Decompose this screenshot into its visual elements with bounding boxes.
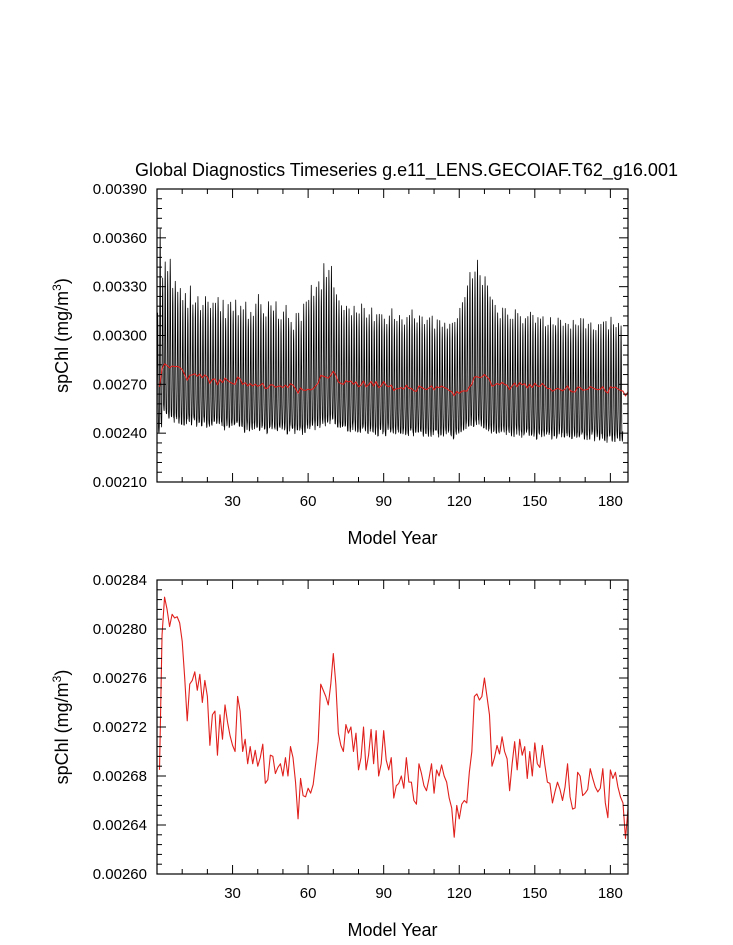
- panel-1-y-axis-label-sup: 3: [50, 284, 64, 291]
- panel-1-y-tick-label: 0.00360: [93, 230, 147, 247]
- panel-2-y-tick-label: 0.00268: [93, 768, 147, 785]
- panel-1-x-tick-label: 150: [522, 493, 547, 510]
- panel-2-x-tick-label: 90: [375, 885, 392, 902]
- panel-2-y-axis-label-text: spChl (mg/m: [52, 682, 72, 784]
- panel-2-annual-mean-series-line: [158, 596, 628, 840]
- panel-2: 30 60 90 120 150 180 0.00260 0.00264 0.00268 0.00…: [50, 572, 629, 940]
- panel-1-monthly-series-line: [157, 227, 624, 443]
- panel-2-x-tick-label: 30: [224, 885, 241, 902]
- panel-1-plot-area: [157, 227, 628, 443]
- panel-1-annual-mean-series-line: [158, 363, 628, 397]
- panel-2-y-tick-label: 0.00260: [93, 866, 147, 883]
- panel-1-x-tick-label: 90: [375, 493, 392, 510]
- panel-1-chart-title: Global Diagnostics Timeseries g.e11_LENS…: [135, 160, 678, 181]
- panel-1-y-axis-label-close: ): [52, 278, 72, 284]
- panel-1-x-axis-label: Model Year: [347, 528, 437, 548]
- panel-2-x-tick-label: 150: [522, 885, 547, 902]
- panel-2-y-axis-label-sup: 3: [50, 675, 64, 682]
- panel-2-y-axis-label-close: ): [52, 670, 72, 676]
- panel-2-y-tick-label: 0.00284: [93, 572, 147, 589]
- panel-1-x-tick-label: 120: [447, 493, 472, 510]
- panel-2-y-tick-label: 0.00272: [93, 719, 147, 736]
- panel-2-y-tick-label: 0.00276: [93, 670, 147, 687]
- panel-1-y-tick-label: 0.00300: [93, 328, 147, 345]
- panel-1-y-axis-label: spChl (mg/m3): [50, 278, 72, 393]
- panel-1-x-tick-label: 180: [598, 493, 623, 510]
- panel-2-x-tick-label: 60: [300, 885, 317, 902]
- panel-2-y-tick-label: 0.00264: [93, 817, 147, 834]
- panel-1-x-tick-label: 60: [300, 493, 317, 510]
- panel-2-y-tick-label: 0.00280: [93, 621, 147, 638]
- panel-2-frame: [156, 579, 629, 875]
- panel-2-x-tick-label: 180: [598, 885, 623, 902]
- panel-1-y-tick-label: 0.00210: [93, 474, 147, 491]
- panel-1-y-tick-label: 0.00240: [93, 425, 147, 442]
- panel-1-y-tick-label: 0.00390: [93, 181, 147, 198]
- panel-1: 30 60 90 120 150 180 0.00210 0.00240 0.00270 0.00…: [50, 160, 678, 548]
- panel-1-y-tick-label: 0.00330: [93, 279, 147, 296]
- panel-2-y-axis-label: spChl (mg/m3): [50, 670, 72, 785]
- panel-1-y-axis-label-text: spChl (mg/m: [52, 291, 72, 393]
- panel-2-plot-area: [158, 596, 628, 840]
- panel-2-x-tick-label: 120: [447, 885, 472, 902]
- panel-2-x-axis-label: Model Year: [347, 920, 437, 940]
- panel-1-x-tick-label: 30: [224, 493, 241, 510]
- panel-1-y-tick-label: 0.00270: [93, 376, 147, 393]
